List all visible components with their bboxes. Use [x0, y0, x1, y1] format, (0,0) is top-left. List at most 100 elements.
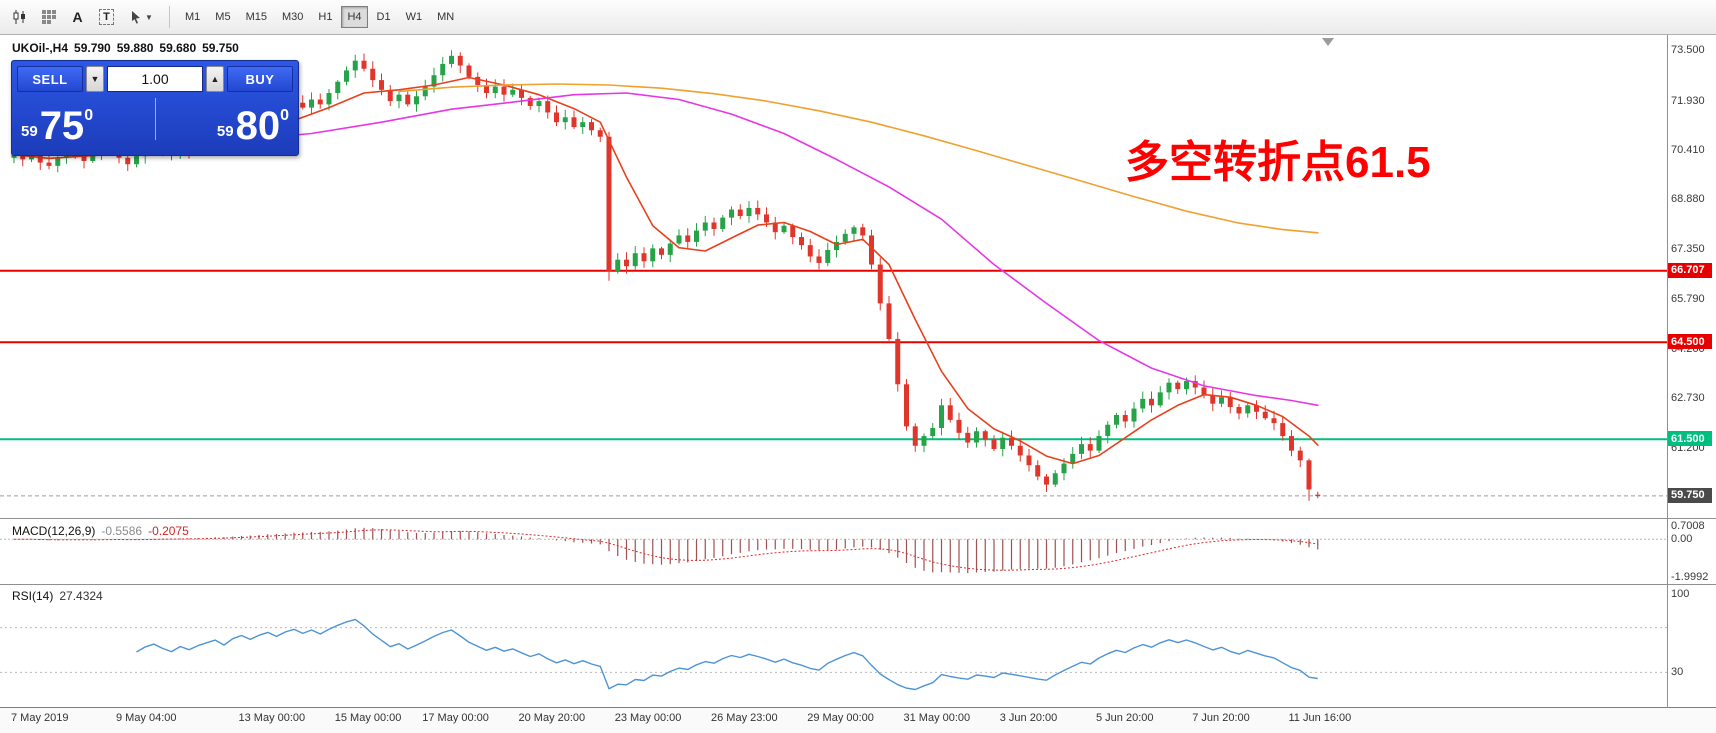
ma-slow-line — [398, 83, 1319, 234]
candle-body — [615, 259, 621, 272]
close-value: 59.750 — [202, 41, 239, 55]
volume-input[interactable] — [107, 66, 203, 92]
candle-body — [1061, 463, 1067, 474]
candle-body — [772, 222, 778, 233]
time-label: 31 May 00:00 — [903, 712, 971, 724]
candle-body — [1009, 437, 1014, 446]
candle-body — [370, 68, 376, 81]
panel-separator[interactable] — [0, 584, 1716, 585]
candle-body — [869, 235, 874, 265]
timeframe-button-h1[interactable]: H1 — [312, 6, 338, 28]
candle-body — [1201, 387, 1207, 396]
timeframe-button-m15[interactable]: M15 — [240, 6, 273, 28]
sell-button[interactable]: SELL — [17, 66, 83, 92]
candle-body — [904, 384, 909, 427]
candle-body — [125, 157, 131, 165]
candle-body — [947, 405, 953, 420]
candle-body — [1000, 437, 1006, 450]
candle-body — [449, 55, 454, 64]
macd-axis-label-0.00: 0.00 — [1671, 533, 1693, 546]
chart-shift-marker-icon[interactable] — [1322, 38, 1334, 46]
candle-body — [422, 86, 428, 97]
candle-body — [1280, 423, 1286, 437]
candle-body — [694, 230, 699, 242]
buy-button[interactable]: BUY — [227, 66, 293, 92]
timeframe-button-m1[interactable]: M1 — [179, 6, 206, 28]
candle-body — [1219, 397, 1224, 404]
candle-body — [650, 248, 656, 262]
timeframe-group: M1 M5 M15 M30 H1 H4 D1 W1 MN — [179, 6, 460, 28]
price-badge-66.707: 66.707 — [1668, 262, 1712, 278]
candle-body — [457, 55, 463, 66]
price-axis[interactable] — [1667, 35, 1668, 708]
timeframe-button-w1[interactable]: W1 — [400, 6, 429, 28]
volume-decrease-button[interactable]: ▼ — [86, 66, 104, 92]
candle-body — [685, 235, 691, 242]
price-tick-71.930: 71.930 — [1671, 94, 1705, 107]
sell-price-sup: 0 — [84, 107, 94, 124]
candle-body — [1315, 494, 1321, 496]
buy-price[interactable]: 59 80 0 — [217, 106, 289, 146]
one-click-trading-panel: SELL ▼ ▲ BUY 59 75 0 59 80 0 — [11, 60, 299, 156]
candle-body — [1140, 398, 1146, 409]
candle-body — [580, 122, 586, 128]
timeframe-button-m5[interactable]: M5 — [209, 6, 236, 28]
candle-body — [300, 102, 306, 108]
candle-body — [510, 89, 516, 95]
candle-body — [781, 225, 787, 233]
candle-body — [667, 243, 673, 255]
cursor-tool-icon[interactable]: ▼ — [122, 4, 160, 30]
price-badge-64.500: 64.500 — [1668, 334, 1712, 350]
buy-price-big: 80 — [235, 104, 281, 148]
panel-separator[interactable] — [0, 518, 1716, 519]
time-axis[interactable]: 7 May 2019 9 May 04:00 13 May 00:00 15 May … — [0, 708, 1716, 733]
chart-annotation-text[interactable]: 多空转折点61.5 — [1125, 138, 1431, 187]
macd-signal-line — [13, 529, 1318, 571]
candle-body — [37, 154, 43, 163]
candle-body — [711, 222, 717, 229]
candlestick-chart-icon[interactable] — [6, 4, 33, 30]
candle-body — [1052, 473, 1058, 485]
time-axis-border — [0, 707, 1716, 708]
time-label: 5 Jun 20:00 — [1096, 712, 1154, 724]
macd-canvas[interactable] — [0, 521, 1667, 583]
candle-body — [676, 235, 682, 244]
volume-increase-button[interactable]: ▲ — [206, 66, 224, 92]
caret-down-icon: ▼ — [90, 74, 100, 84]
grid-glyph — [41, 10, 56, 24]
text-box-icon[interactable]: T — [93, 4, 120, 30]
sell-price[interactable]: 59 75 0 — [21, 106, 93, 146]
candle-body — [1297, 450, 1303, 461]
rsi-line — [136, 618, 1318, 691]
low-value: 59.680 — [159, 41, 197, 55]
candle-body — [974, 431, 979, 443]
grid-icon[interactable] — [35, 4, 62, 30]
candle-body — [55, 157, 61, 166]
candle-body — [554, 112, 559, 123]
candle-body — [475, 76, 481, 85]
candle-body — [702, 222, 708, 231]
candle-body — [895, 338, 901, 385]
candle-body — [1122, 415, 1128, 422]
time-label: 11 Jun 16:00 — [1288, 712, 1352, 724]
candle-body — [326, 93, 332, 105]
time-label: 29 May 00:00 — [807, 712, 874, 724]
candle-body — [484, 84, 489, 94]
timeframe-button-h4[interactable]: H4 — [341, 6, 368, 28]
candle-body — [1166, 382, 1172, 393]
timeframe-button-m30[interactable]: M30 — [276, 6, 309, 28]
candle-body — [1184, 381, 1189, 390]
time-label: 9 May 04:00 — [116, 712, 177, 724]
candle-body — [1262, 411, 1268, 419]
symbol-ohlc-header: UKOil-,H4 59.790 59.880 59.680 59.750 — [12, 41, 245, 55]
candle-body — [965, 432, 971, 443]
candle-body — [1227, 397, 1233, 407]
timeframe-button-d1[interactable]: D1 — [371, 6, 397, 28]
time-label: 7 May 2019 — [11, 712, 69, 724]
timeframe-button-mn[interactable]: MN — [431, 6, 460, 28]
text-label-icon[interactable]: A — [64, 4, 91, 30]
rsi-canvas[interactable] — [0, 586, 1667, 707]
candle-body — [1245, 405, 1251, 414]
candle-body — [764, 214, 769, 223]
rsi-axis-label-30: 30 — [1671, 666, 1684, 679]
